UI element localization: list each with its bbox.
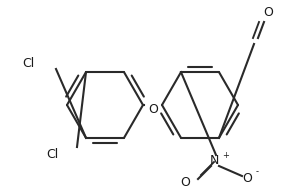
Text: N: N [209,153,219,166]
Text: +: + [223,151,229,160]
Text: O: O [148,103,158,115]
Text: O: O [242,172,252,184]
Text: Cl: Cl [46,149,58,162]
Text: O: O [263,5,273,18]
Text: -: - [255,168,258,177]
Text: Cl: Cl [22,56,34,70]
Text: O: O [180,177,190,190]
